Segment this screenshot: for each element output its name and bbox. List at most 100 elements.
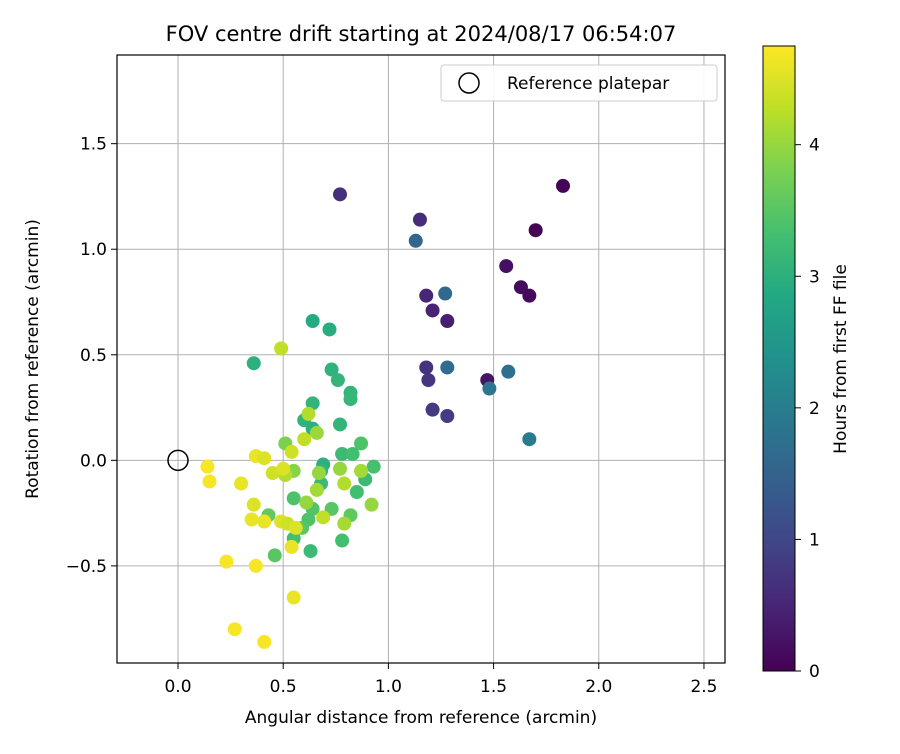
scatter-point xyxy=(419,360,434,375)
scatter-point xyxy=(219,554,234,569)
colorbar-tick-label: 0 xyxy=(809,662,820,682)
scatter-point xyxy=(440,409,455,423)
scatter-point xyxy=(556,178,571,193)
scatter-point xyxy=(309,482,324,497)
scatter-point xyxy=(354,463,369,478)
scatter-point xyxy=(265,466,280,480)
scatter-point xyxy=(324,362,339,377)
colorbar-tick-label: 3 xyxy=(809,267,820,287)
scatter-point xyxy=(257,451,272,466)
grid-lines xyxy=(117,55,725,663)
scatter-point xyxy=(288,520,303,535)
chart-title: FOV centre drift starting at 2024/08/17 … xyxy=(166,22,677,46)
colorbar: 0 1 2 3 4 Hours from first FF file xyxy=(762,45,851,682)
scatter-point xyxy=(303,544,318,559)
scatter-point xyxy=(276,461,291,476)
scatter-point xyxy=(299,495,314,510)
y-tick-label: 1.0 xyxy=(80,240,107,260)
scatter-point xyxy=(305,314,320,328)
scatter-point xyxy=(333,417,348,432)
x-axis-ticks: 0.0 0.5 1.0 1.5 2.0 2.5 xyxy=(164,663,717,697)
legend-entry: Reference platepar xyxy=(507,74,669,94)
scatter-point xyxy=(297,432,312,447)
scatter-point xyxy=(354,436,369,451)
scatter-point xyxy=(412,212,427,227)
scatter-point xyxy=(284,444,299,459)
x-tick-label: 0.0 xyxy=(164,677,191,697)
colorbar-tick-label: 1 xyxy=(809,530,820,550)
scatter-point xyxy=(419,288,434,303)
scatter-point xyxy=(246,497,261,512)
scatter-point xyxy=(316,510,331,525)
scatter-point xyxy=(408,233,423,248)
y-tick-label: 0.0 xyxy=(80,451,107,471)
scatter-point xyxy=(274,341,289,356)
x-tick-label: 0.5 xyxy=(270,677,297,697)
scatter-point xyxy=(345,447,360,461)
x-tick-label: 1.5 xyxy=(480,677,507,697)
scatter-point xyxy=(335,447,350,461)
scatter-point xyxy=(499,259,514,274)
reference-point-marker xyxy=(167,449,189,472)
scatter-point xyxy=(528,223,543,238)
colorbar-tick-label: 4 xyxy=(809,136,820,156)
scatter-point xyxy=(349,485,364,499)
scatter-point xyxy=(482,381,497,396)
y-tick-label: −0.5 xyxy=(66,557,107,577)
legend: Reference platepar xyxy=(440,64,718,102)
scatter-point xyxy=(333,187,348,202)
y-axis-ticks: −0.5 0.0 0.5 1.0 1.5 xyxy=(66,135,117,577)
scatter-point xyxy=(257,634,272,649)
x-tick-label: 1.0 xyxy=(375,677,402,697)
colorbar-gradient xyxy=(762,45,796,672)
scatter-point xyxy=(311,466,326,480)
scatter-point xyxy=(522,432,537,447)
scatter-point xyxy=(246,356,261,371)
scatter-point xyxy=(284,539,299,554)
y-tick-label: 1.5 xyxy=(80,135,107,155)
scatter-point xyxy=(234,476,249,491)
scatter-point xyxy=(202,474,217,489)
x-axis-label: Angular distance from reference (arcmin) xyxy=(245,708,597,728)
scatter-point xyxy=(425,402,440,417)
scatter-point xyxy=(257,514,272,529)
scatter-point xyxy=(335,533,350,548)
data-points xyxy=(200,178,571,649)
scatter-point xyxy=(267,548,282,563)
scatter-point xyxy=(513,280,528,295)
scatter-point xyxy=(421,373,436,388)
scatter-point xyxy=(301,406,316,421)
x-tick-label: 2.0 xyxy=(585,677,612,697)
colorbar-tick-label: 2 xyxy=(809,399,820,419)
scatter-point xyxy=(337,516,352,531)
scatter-point xyxy=(366,459,381,474)
scatter-point xyxy=(286,590,301,605)
legend-box xyxy=(440,64,718,102)
scatter-point xyxy=(322,322,337,337)
y-tick-label: 0.5 xyxy=(80,346,107,366)
scatter-point xyxy=(364,497,379,512)
x-tick-label: 2.5 xyxy=(690,677,717,697)
legend-marker-icon xyxy=(458,72,480,94)
scatter-point xyxy=(244,512,259,527)
plot-frame xyxy=(116,54,726,664)
colorbar-label: Hours from first FF file xyxy=(831,264,851,454)
scatter-point xyxy=(501,364,516,379)
scatter-point xyxy=(227,622,242,637)
scatter-point xyxy=(440,314,455,328)
scatter-point xyxy=(305,396,320,411)
scatter-point xyxy=(248,558,263,573)
scatter-point xyxy=(309,425,324,440)
y-axis-label: Rotation from reference (arcmin) xyxy=(23,219,43,499)
scatter-point xyxy=(438,286,453,301)
scatter-point xyxy=(286,491,301,506)
scatter-point xyxy=(200,459,215,474)
scatter-point xyxy=(333,461,348,476)
scatter-point xyxy=(440,360,455,375)
scatter-point xyxy=(330,373,345,388)
colorbar-ticks: 0 1 2 3 4 xyxy=(795,136,820,682)
scatter-point xyxy=(425,303,440,318)
scatter-point xyxy=(337,476,352,491)
scatter-point xyxy=(343,392,358,407)
